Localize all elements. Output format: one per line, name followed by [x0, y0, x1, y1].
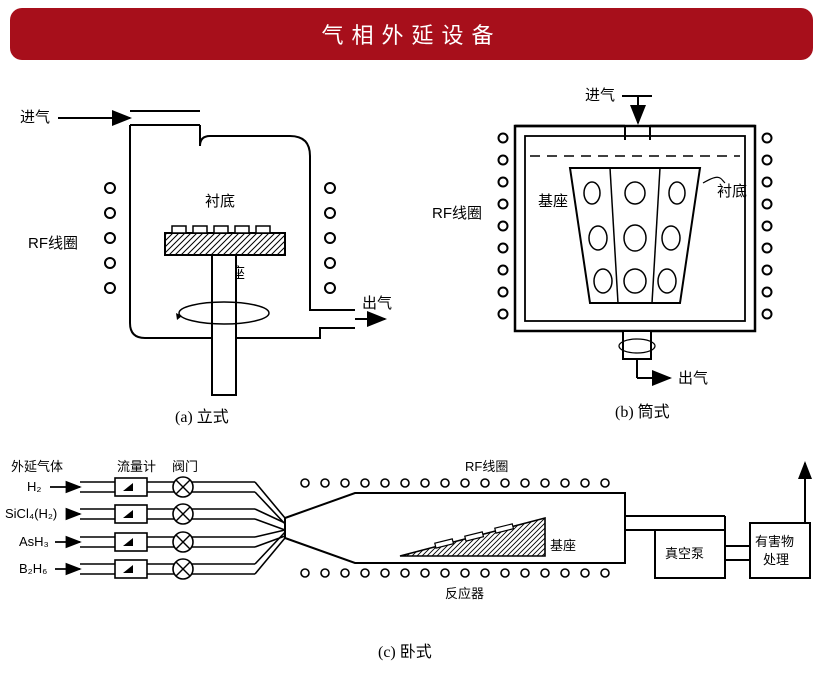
figC-g2: SiCl₄(H₂): [5, 506, 57, 521]
figA-coil-label: RF线圈: [28, 235, 78, 252]
figC-scrub: [750, 523, 810, 578]
figC-scrub-label1: 有害物: [755, 534, 794, 549]
figure-b-svg: 进气 基座 衬底 RF线圈: [420, 78, 820, 418]
figB-coil-label: RF线圈: [432, 205, 482, 222]
figA-susceptor: [165, 233, 285, 255]
figC-reactor-label: 反应器: [445, 586, 484, 601]
figC-valve: 阀门: [172, 459, 198, 474]
figB-coils-left: [499, 134, 508, 319]
figB-susceptor-label: 基座: [538, 193, 568, 210]
figure-c-svg: 外延气体 H₂ SiCl₄(H₂) AsH₃ B₂H₆ 流量计 阀门: [5, 438, 820, 638]
figA-outlet-label: 出气: [362, 295, 392, 312]
figB-outlet-label: 出气: [678, 370, 708, 387]
figB-substrate-label: 衬底: [717, 183, 747, 200]
figC-g3: AsH₃: [19, 534, 49, 549]
title-banner: 气相外延设备: [10, 8, 813, 60]
figA-inlet-label: 进气: [20, 109, 50, 126]
figA-coils-left: [105, 183, 115, 293]
figA-caption: (a) 立式: [175, 403, 229, 427]
figB-inlet-label: 进气: [585, 87, 615, 104]
figA-substrate-label: 衬底: [205, 193, 235, 210]
figC-coils-bot: [301, 569, 609, 577]
figC-scrub-label2: 处理: [763, 552, 789, 567]
figC-epigas: 外延气体: [11, 459, 63, 474]
figC-susceptor-label: 基座: [550, 538, 576, 553]
figC-coils-top: [301, 479, 609, 487]
figC-coil-label: RF线圈: [465, 459, 508, 474]
figure-a-svg: 进气 出气 RF线圈 衬底 基座: [10, 78, 410, 418]
figC-pump-label: 真空泵: [665, 546, 704, 561]
figC-g1: H₂: [27, 479, 41, 494]
figC-g4: B₂H₆: [19, 561, 47, 576]
figB-coils-right: [763, 134, 772, 319]
figC-caption: (c) 卧式: [378, 638, 432, 662]
figC-flowmeter: 流量计: [117, 459, 156, 474]
figA-coils-right: [325, 183, 335, 293]
figB-caption: (b) 筒式: [615, 398, 670, 422]
